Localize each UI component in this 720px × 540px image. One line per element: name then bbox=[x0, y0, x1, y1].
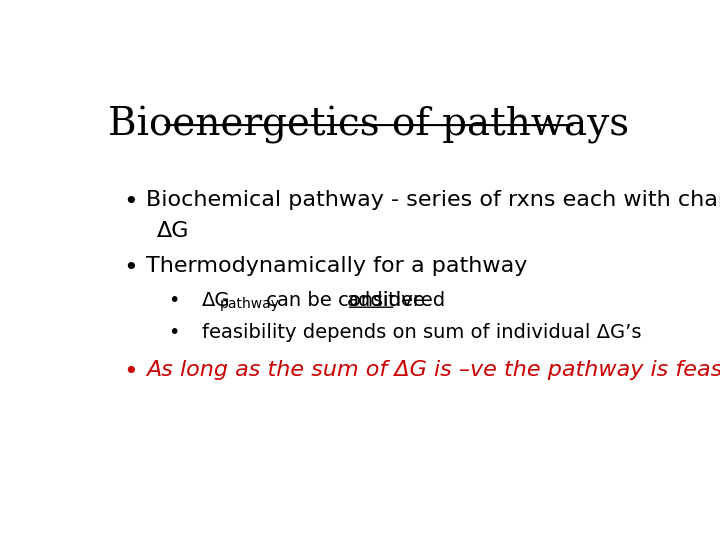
Text: ΔG: ΔG bbox=[157, 221, 189, 241]
Text: additive: additive bbox=[347, 292, 426, 310]
Text: •: • bbox=[168, 322, 179, 342]
Text: •: • bbox=[168, 292, 179, 310]
Text: Bioenergetics of pathways: Bioenergetics of pathways bbox=[109, 106, 629, 144]
Text: •: • bbox=[124, 360, 138, 384]
Text: Biochemical pathway - series of rxns each with characteristic: Biochemical pathway - series of rxns eac… bbox=[145, 190, 720, 210]
Text: feasibility depends on sum of individual ΔG’s: feasibility depends on sum of individual… bbox=[202, 322, 641, 342]
Text: •: • bbox=[124, 256, 138, 280]
Text: can be considered: can be considered bbox=[260, 292, 451, 310]
Text: •: • bbox=[124, 190, 138, 213]
Text: ΔG: ΔG bbox=[202, 292, 230, 310]
Text: As long as the sum of ΔG is –ve the pathway is feasible: As long as the sum of ΔG is –ve the path… bbox=[145, 360, 720, 380]
Text: pathway: pathway bbox=[220, 297, 280, 311]
Text: Thermodynamically for a pathway: Thermodynamically for a pathway bbox=[145, 256, 527, 276]
